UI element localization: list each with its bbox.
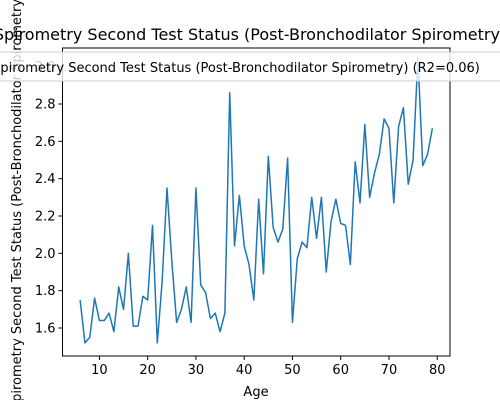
x-tick-label: 10 (91, 363, 108, 378)
y-tick-label: 2.4 (35, 172, 56, 187)
y-tick-label: 2.2 (35, 210, 56, 225)
y-tick-label: 1.8 (35, 284, 56, 299)
plot-area (63, 48, 451, 356)
series-layer (80, 57, 432, 343)
x-axis-label: Age (243, 385, 268, 400)
x-tick-label: 40 (236, 363, 253, 378)
legend-entry-label: Spirometry Second Test Status (Post-Bron… (0, 61, 480, 76)
x-tick-label: 60 (332, 363, 349, 378)
y-tick-label: 2.6 (35, 135, 56, 150)
y-axis: 1.61.82.02.22.42.62.83.0 (35, 60, 63, 336)
y-tick-label: 2.8 (35, 98, 56, 113)
legend: Spirometry Second Test Status (Post-Bron… (0, 52, 500, 81)
x-tick-label: 70 (381, 363, 398, 378)
y-tick-label: 1.6 (35, 322, 56, 337)
x-tick-label: 30 (188, 363, 205, 378)
x-tick-label: 20 (139, 363, 156, 378)
x-tick-label: 80 (429, 363, 446, 378)
chart-title: Spirometry Second Test Status (Post-Bron… (0, 25, 500, 44)
series-line-0 (80, 57, 432, 343)
y-tick-label: 2.0 (35, 247, 56, 262)
x-axis: 10 20 30 40 50 60 70 80 (91, 356, 445, 378)
axes-frame (63, 48, 451, 356)
x-tick-label: 50 (284, 363, 301, 378)
